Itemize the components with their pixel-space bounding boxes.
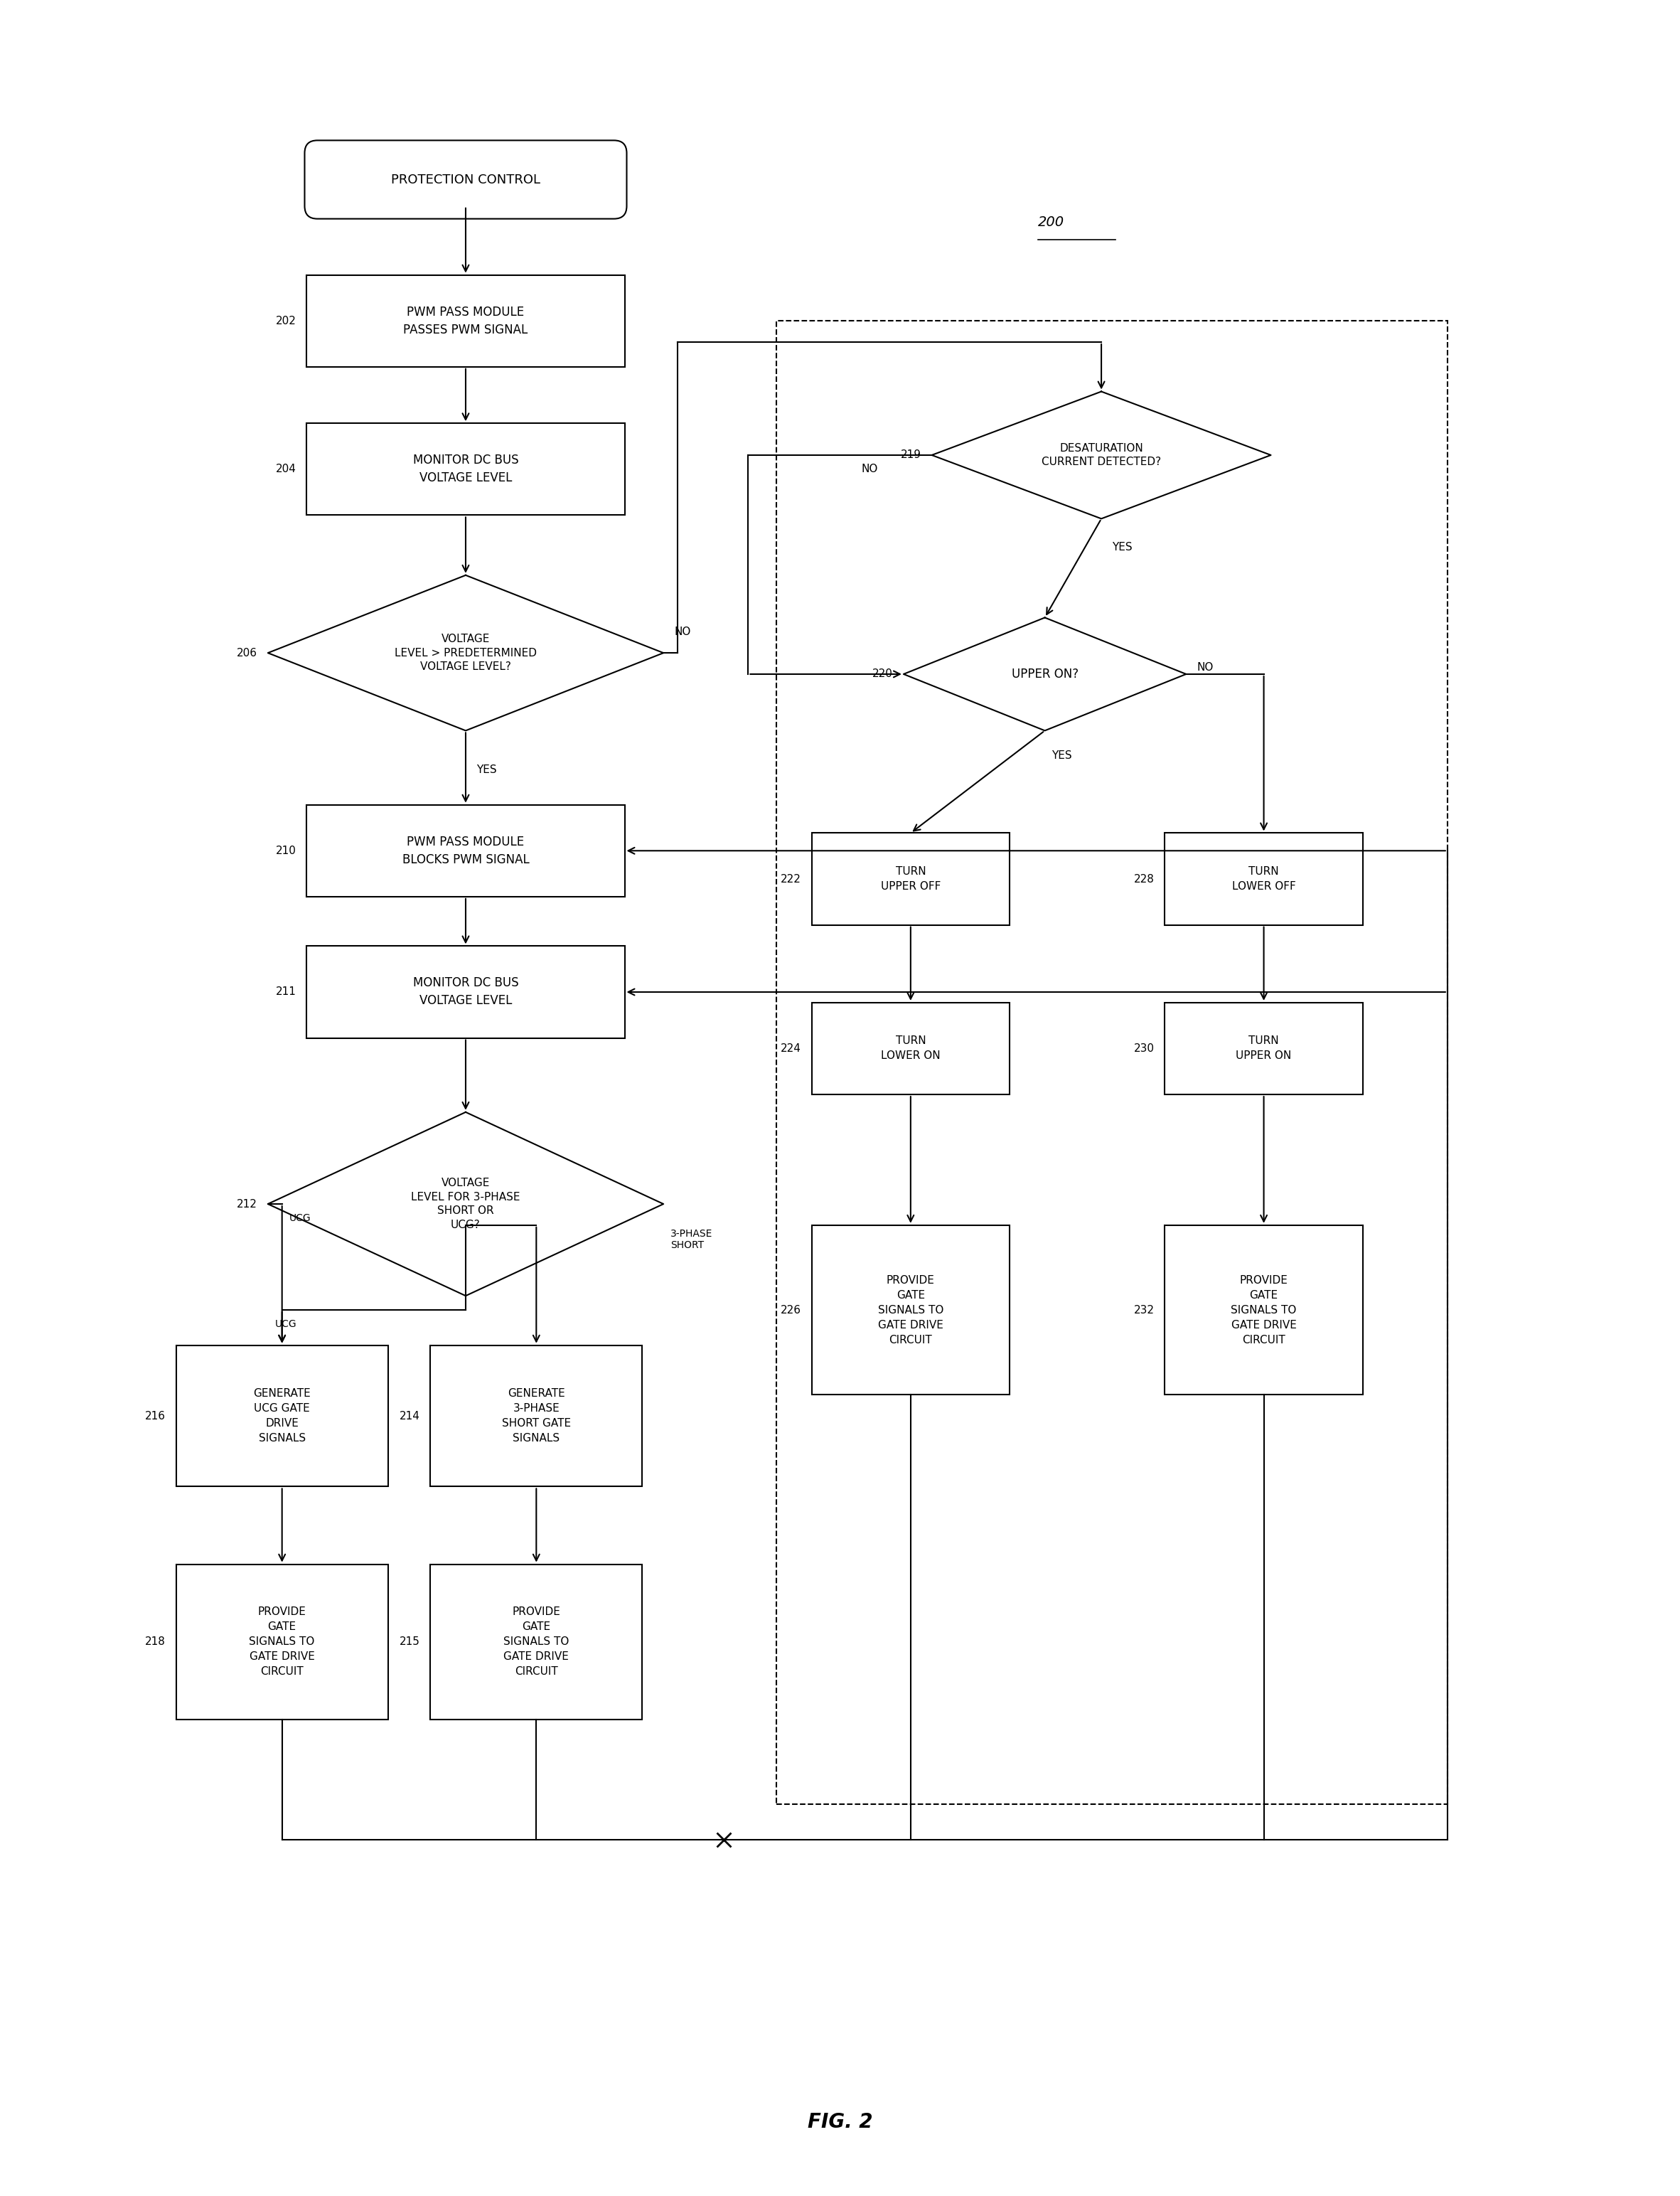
Text: UPPER ON?: UPPER ON?: [1011, 668, 1079, 681]
Polygon shape: [267, 1111, 664, 1296]
Bar: [811, 1225, 1010, 1394]
Text: TURN
LOWER ON: TURN LOWER ON: [880, 1037, 941, 1061]
Bar: [307, 946, 625, 1039]
Text: 214: 214: [400, 1410, 420, 1421]
FancyBboxPatch shape: [304, 141, 627, 220]
Text: 215: 215: [400, 1636, 420, 1647]
Text: PROVIDE
GATE
SIGNALS TO
GATE DRIVE
CIRCUIT: PROVIDE GATE SIGNALS TO GATE DRIVE CIRCU…: [249, 1607, 314, 1678]
Text: 218: 218: [144, 1636, 166, 1647]
Text: PROVIDE
GATE
SIGNALS TO
GATE DRIVE
CIRCUIT: PROVIDE GATE SIGNALS TO GATE DRIVE CIRCU…: [504, 1607, 570, 1678]
Text: 232: 232: [1134, 1304, 1154, 1315]
Text: 200: 200: [1038, 215, 1063, 228]
Text: 211: 211: [276, 986, 296, 997]
Text: 202: 202: [276, 316, 296, 327]
Text: GENERATE
UCG GATE
DRIVE
SIGNALS: GENERATE UCG GATE DRIVE SIGNALS: [254, 1388, 311, 1443]
Bar: [1164, 1004, 1362, 1094]
Text: MONITOR DC BUS
VOLTAGE LEVEL: MONITOR DC BUS VOLTAGE LEVEL: [413, 977, 519, 1008]
Bar: [811, 1004, 1010, 1094]
Text: NO: NO: [862, 463, 879, 474]
Bar: [430, 1564, 642, 1719]
Text: 216: 216: [144, 1410, 166, 1421]
Text: PROTECTION CONTROL: PROTECTION CONTROL: [391, 173, 541, 187]
Bar: [176, 1564, 388, 1719]
Bar: [1164, 832, 1362, 925]
Text: YES: YES: [475, 764, 497, 775]
Text: PROVIDE
GATE
SIGNALS TO
GATE DRIVE
CIRCUIT: PROVIDE GATE SIGNALS TO GATE DRIVE CIRCU…: [1231, 1274, 1297, 1346]
Text: TURN
UPPER OFF: TURN UPPER OFF: [880, 865, 941, 892]
Polygon shape: [267, 575, 664, 731]
Bar: [430, 1346, 642, 1487]
Bar: [1164, 1225, 1362, 1394]
Text: VOLTAGE
LEVEL > PREDETERMINED
VOLTAGE LEVEL?: VOLTAGE LEVEL > PREDETERMINED VOLTAGE LE…: [395, 632, 536, 672]
Text: TURN
UPPER ON: TURN UPPER ON: [1236, 1037, 1292, 1061]
Text: 212: 212: [237, 1199, 257, 1210]
Text: TURN
LOWER OFF: TURN LOWER OFF: [1231, 865, 1295, 892]
Text: 219: 219: [900, 450, 921, 461]
Text: 210: 210: [276, 845, 296, 856]
Text: NO: NO: [1196, 661, 1213, 672]
Text: 226: 226: [781, 1304, 801, 1315]
Text: 206: 206: [237, 648, 257, 659]
Text: 204: 204: [276, 463, 296, 474]
Polygon shape: [932, 391, 1270, 518]
Text: YES: YES: [1112, 542, 1132, 551]
Text: MONITOR DC BUS
VOLTAGE LEVEL: MONITOR DC BUS VOLTAGE LEVEL: [413, 455, 519, 485]
Bar: [307, 804, 625, 896]
Text: GENERATE
3-PHASE
SHORT GATE
SIGNALS: GENERATE 3-PHASE SHORT GATE SIGNALS: [502, 1388, 571, 1443]
Bar: [811, 832, 1010, 925]
Text: YES: YES: [1052, 751, 1072, 760]
Text: 224: 224: [781, 1043, 801, 1054]
Text: PROVIDE
GATE
SIGNALS TO
GATE DRIVE
CIRCUIT: PROVIDE GATE SIGNALS TO GATE DRIVE CIRCU…: [877, 1274, 944, 1346]
Text: DESATURATION
CURRENT DETECTED?: DESATURATION CURRENT DETECTED?: [1042, 444, 1161, 468]
Text: PWM PASS MODULE
PASSES PWM SIGNAL: PWM PASS MODULE PASSES PWM SIGNAL: [403, 305, 528, 336]
Bar: [307, 424, 625, 516]
Text: PWM PASS MODULE
BLOCKS PWM SIGNAL: PWM PASS MODULE BLOCKS PWM SIGNAL: [402, 834, 529, 865]
Text: 222: 222: [781, 874, 801, 885]
Text: UCG: UCG: [289, 1212, 311, 1223]
Text: 220: 220: [872, 670, 894, 679]
Bar: [176, 1346, 388, 1487]
Text: VOLTAGE
LEVEL FOR 3-PHASE
SHORT OR
UCG?: VOLTAGE LEVEL FOR 3-PHASE SHORT OR UCG?: [412, 1177, 521, 1230]
Text: 3-PHASE
SHORT: 3-PHASE SHORT: [670, 1228, 712, 1250]
Text: NO: NO: [674, 626, 690, 637]
Text: 230: 230: [1134, 1043, 1154, 1054]
Polygon shape: [904, 617, 1186, 731]
Bar: [307, 274, 625, 367]
Bar: [776, 321, 1448, 1805]
Text: UCG: UCG: [276, 1320, 297, 1329]
Text: FIG. 2: FIG. 2: [808, 2113, 872, 2132]
Text: 228: 228: [1134, 874, 1154, 885]
